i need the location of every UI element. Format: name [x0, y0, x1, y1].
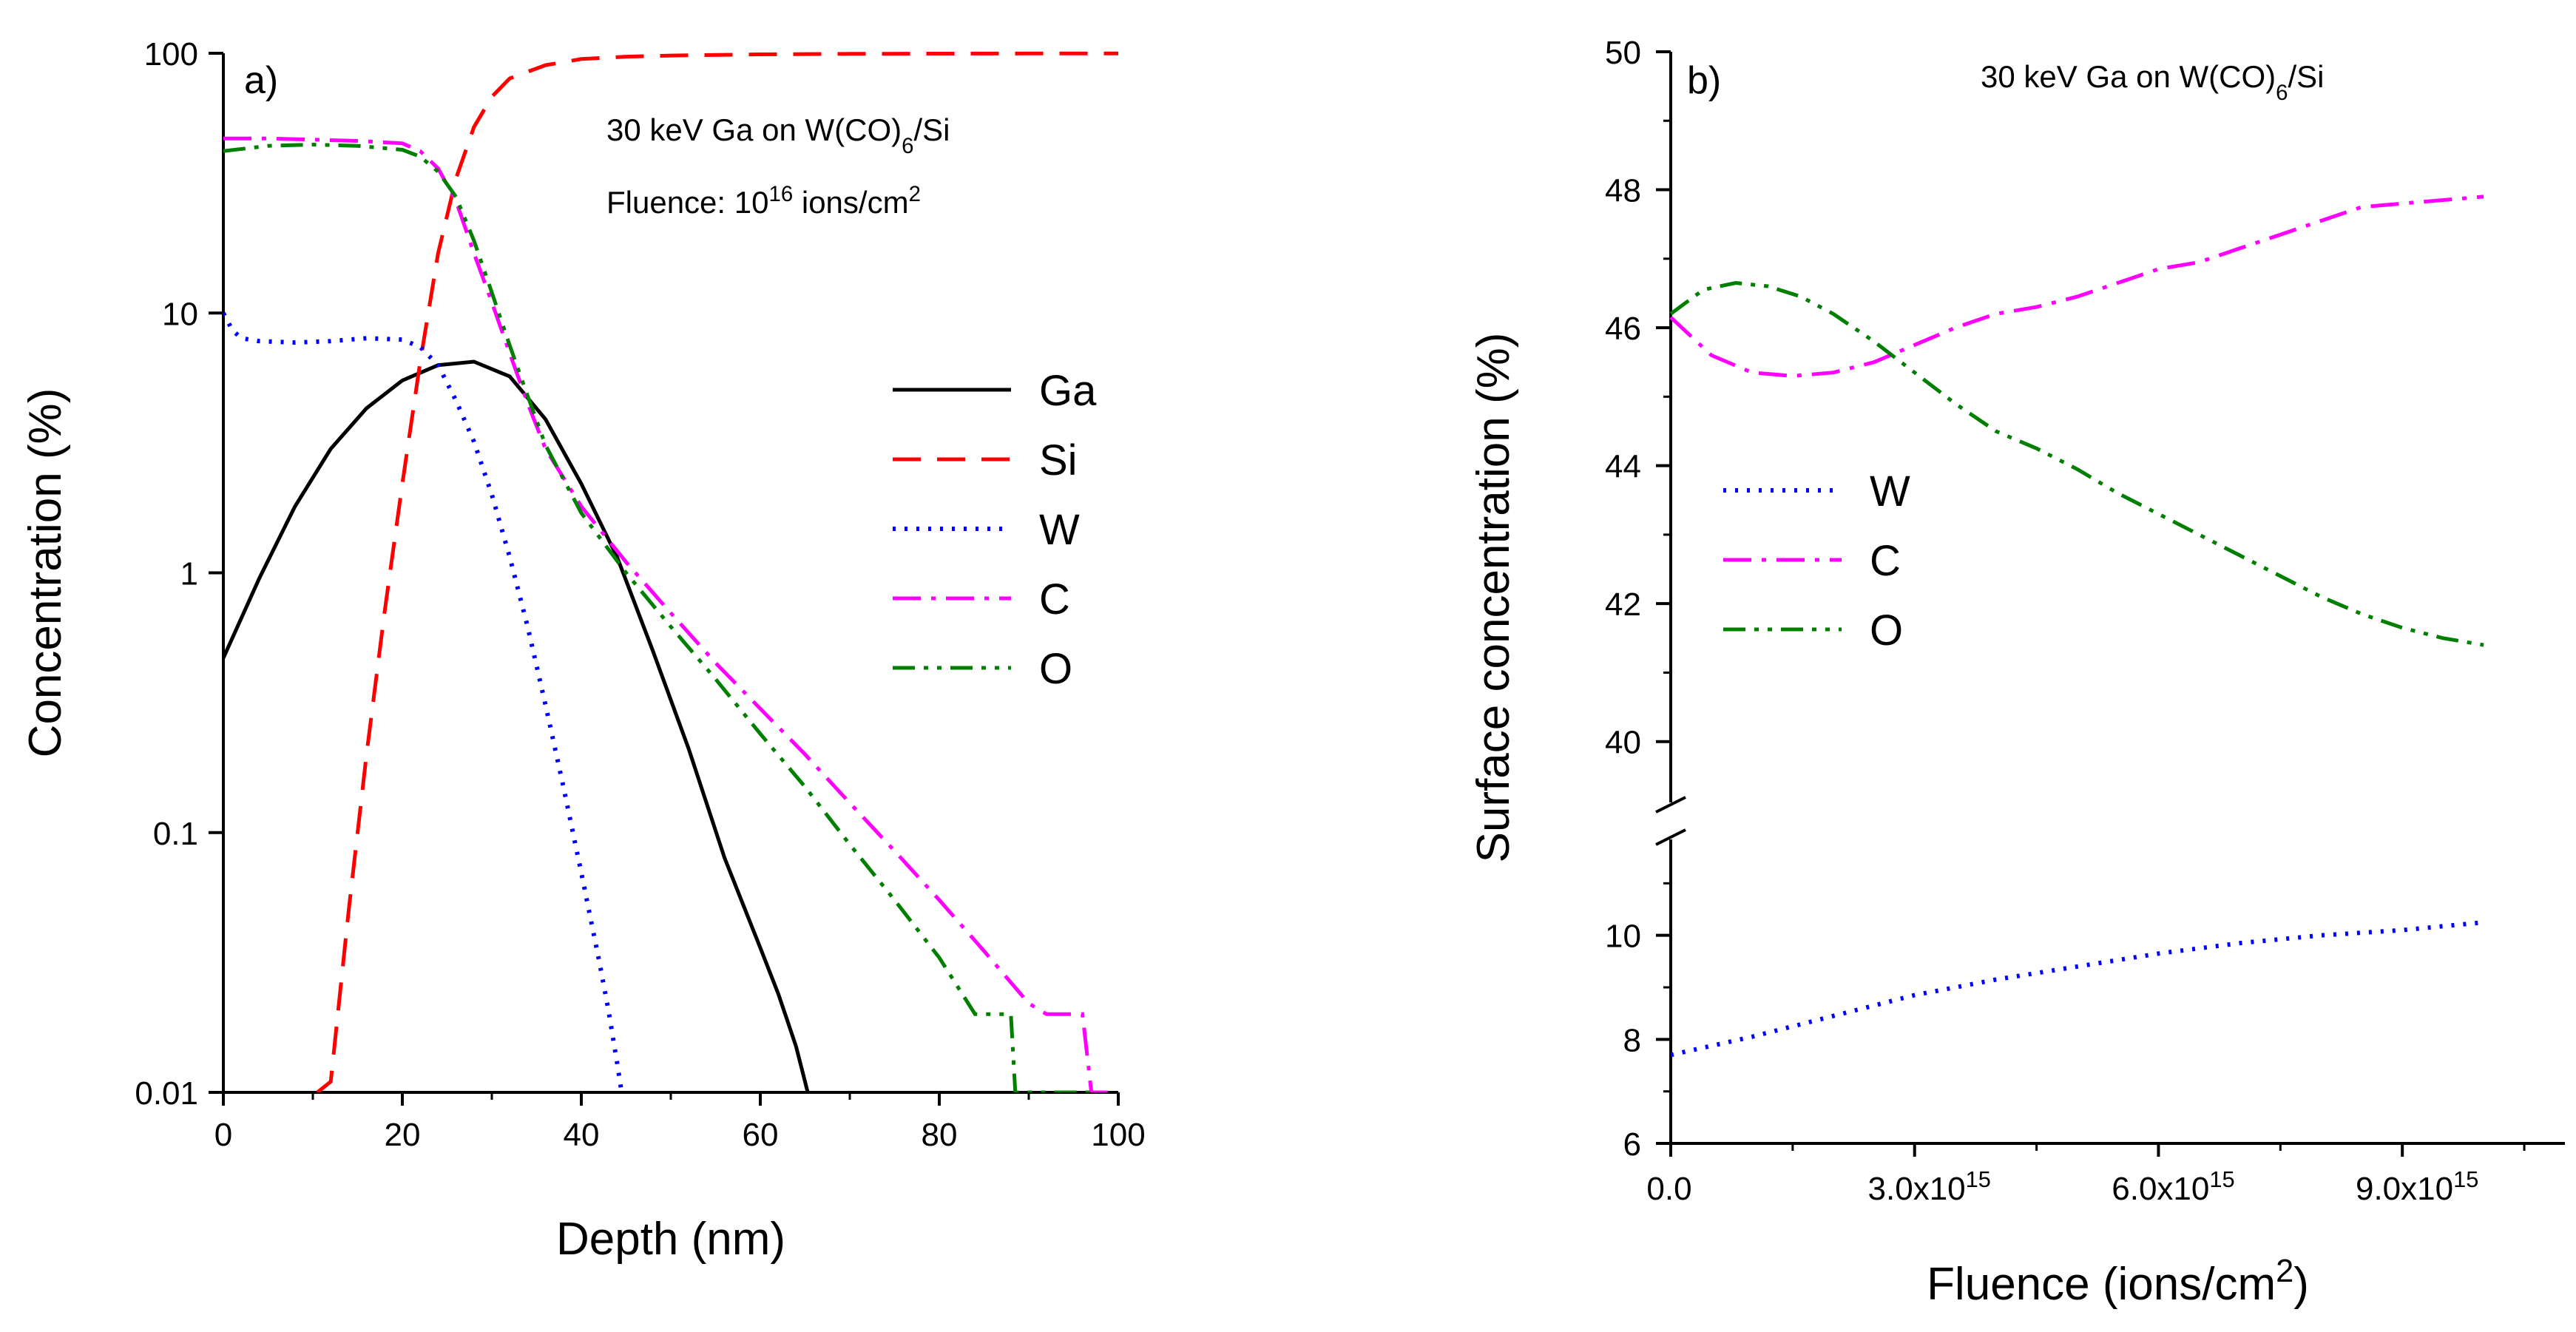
series-line-w: [223, 311, 624, 1092]
x-axis-title: Depth (nm): [556, 1214, 785, 1265]
y-tick-label: 44: [1605, 449, 1641, 485]
series-line-o: [223, 142, 1092, 1092]
x-tick-label: 80: [922, 1117, 958, 1153]
y-tick-label: 0.1: [153, 816, 198, 852]
legend-label-c: C: [1870, 537, 1901, 585]
y-tick-label: 1: [180, 556, 198, 592]
legend-label-o: O: [1039, 645, 1072, 693]
y-axis-title: Surface concentration (%): [1468, 333, 1519, 863]
y-tick-label: 8: [1623, 1022, 1641, 1058]
series-line-o: [1669, 280, 2484, 647]
y-tick-label: 6: [1623, 1126, 1641, 1163]
panel-label-a: a): [244, 59, 278, 102]
series-line-w: [1670, 920, 2484, 1058]
annotation-sample: 30 keV Ga on W(CO)6/Si: [606, 112, 950, 158]
series-line-si: [316, 51, 1118, 1092]
y-tick-label: 42: [1605, 586, 1641, 623]
x-tick-label: 0.0: [1646, 1171, 1691, 1207]
legend-label-ga: Ga: [1039, 367, 1097, 415]
x-tick-label: 40: [564, 1117, 600, 1153]
x-tick-label: 3.0x1015: [1868, 1166, 1991, 1208]
x-tick-label: 9.0x1015: [2356, 1166, 2478, 1208]
annotation-sample: 30 keV Ga on W(CO)6/Si: [1981, 59, 2325, 105]
panel-b: 40 42 44 46 48 50 6 8 10 0.0 3.0x1015 6.0x1015 9.0x1…: [1468, 35, 2565, 1310]
y-axis-title: Concentration (%): [20, 388, 71, 758]
y-tick-label: 50: [1605, 35, 1641, 71]
y-tick-label: 40: [1605, 725, 1641, 761]
x-tick-label: 20: [385, 1117, 421, 1153]
y-tick-label: 46: [1605, 311, 1641, 347]
x-tick-label: 6.0x1015: [2112, 1166, 2234, 1208]
legend-label-o: O: [1870, 606, 1903, 655]
series-line-ga: [223, 359, 810, 1092]
x-tick-label: 0: [214, 1117, 232, 1153]
legend-label-c: C: [1039, 575, 1070, 623]
series-line-c: [1669, 195, 2484, 378]
legend-label-si: Si: [1039, 436, 1078, 484]
x-tick-label: 60: [743, 1117, 779, 1153]
legend-label-w: W: [1039, 506, 1080, 554]
panel-label-b: b): [1687, 59, 1721, 102]
y-tick-label: 0.01: [135, 1075, 198, 1112]
legend-label-w: W: [1870, 467, 1910, 515]
series-line-c: [223, 136, 1109, 1092]
axis-break-mark: [1655, 828, 1686, 846]
y-tick-label: 48: [1605, 173, 1641, 209]
y-tick-label: 10: [1605, 919, 1641, 955]
axis-break-mark: [1655, 796, 1686, 814]
annotation-fluence: Fluence: 1016 ions/cm2: [606, 182, 921, 220]
y-tick-label: 10: [162, 296, 198, 332]
panel-a: 0 20 40 60 80 100 0.01 0.1 1 10 100 Depth (nm) Conce…: [20, 36, 1146, 1265]
y-tick-label: 100: [144, 36, 198, 72]
x-tick-label: 100: [1091, 1117, 1145, 1153]
x-axis-title: Fluence (ions/cm2): [1927, 1254, 2309, 1310]
